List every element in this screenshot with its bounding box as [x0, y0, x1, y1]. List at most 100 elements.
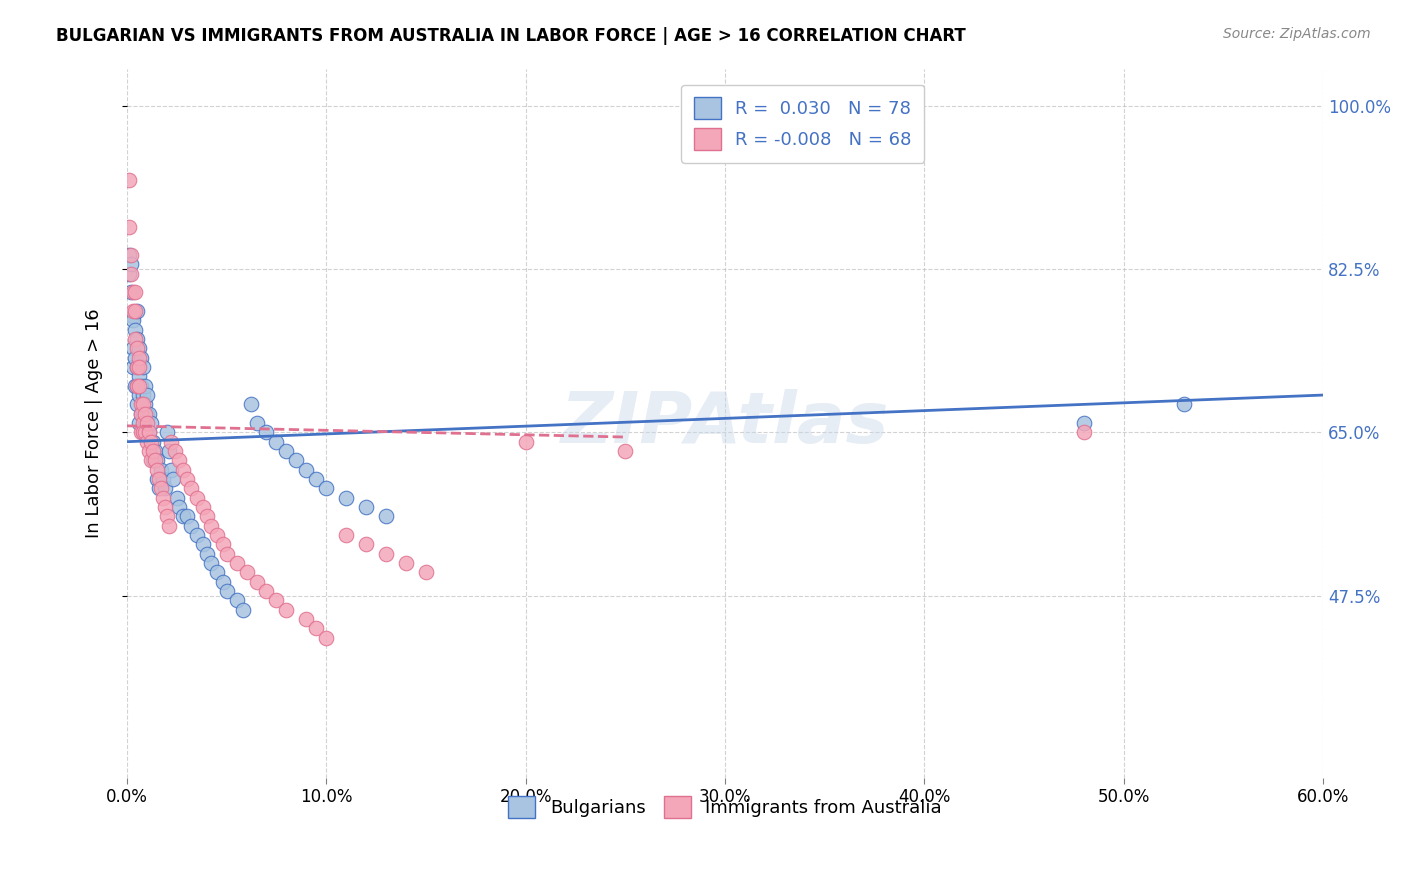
Point	[305, 621, 328, 635]
Point	[256, 584, 278, 599]
Point	[118, 248, 141, 262]
Point	[172, 463, 194, 477]
Point	[186, 528, 208, 542]
Point	[128, 369, 150, 384]
Point	[122, 309, 145, 323]
Point	[245, 574, 267, 589]
Point	[335, 491, 357, 505]
Point	[295, 612, 318, 626]
Point	[195, 509, 218, 524]
Point	[375, 509, 398, 524]
Point	[153, 481, 176, 495]
Point	[276, 602, 298, 616]
Point	[134, 397, 156, 411]
Point	[124, 351, 146, 365]
Point	[135, 388, 157, 402]
Point	[138, 444, 160, 458]
Point	[118, 220, 141, 235]
Point	[128, 388, 150, 402]
Text: Source: ZipAtlas.com: Source: ZipAtlas.com	[1223, 27, 1371, 41]
Point	[200, 518, 222, 533]
Point	[122, 342, 145, 356]
Point	[134, 407, 156, 421]
Point	[146, 472, 169, 486]
Point	[153, 500, 176, 514]
Point	[143, 453, 166, 467]
Point	[135, 425, 157, 440]
Point	[191, 500, 214, 514]
Point	[125, 304, 148, 318]
Point	[157, 444, 180, 458]
Point	[124, 285, 146, 300]
Point	[156, 425, 179, 440]
Point	[124, 378, 146, 392]
Point	[122, 304, 145, 318]
Point	[415, 566, 437, 580]
Point	[266, 593, 288, 607]
Point	[142, 444, 165, 458]
Point	[134, 378, 156, 392]
Point	[134, 416, 156, 430]
Point	[205, 528, 228, 542]
Point	[125, 378, 148, 392]
Point	[149, 463, 172, 477]
Point	[146, 453, 169, 467]
Point	[122, 360, 145, 375]
Point	[129, 407, 152, 421]
Point	[354, 500, 377, 514]
Point	[125, 360, 148, 375]
Point	[215, 547, 238, 561]
Point	[148, 481, 170, 495]
Point	[134, 425, 156, 440]
Point	[135, 407, 157, 421]
Point	[146, 463, 169, 477]
Point	[118, 173, 141, 187]
Point	[186, 491, 208, 505]
Point	[120, 248, 142, 262]
Point	[157, 518, 180, 533]
Point	[129, 378, 152, 392]
Point	[128, 360, 150, 375]
Point	[191, 537, 214, 551]
Y-axis label: In Labor Force | Age > 16: In Labor Force | Age > 16	[86, 309, 103, 538]
Point	[180, 518, 202, 533]
Point	[124, 323, 146, 337]
Point	[163, 444, 186, 458]
Point	[211, 574, 233, 589]
Point	[148, 472, 170, 486]
Text: ZIPAtlas: ZIPAtlas	[561, 389, 889, 458]
Point	[135, 416, 157, 430]
Point	[215, 584, 238, 599]
Point	[159, 434, 181, 449]
Point	[132, 397, 155, 411]
Point	[129, 397, 152, 411]
Point	[120, 285, 142, 300]
Point	[139, 453, 162, 467]
Point	[122, 285, 145, 300]
Point	[132, 425, 155, 440]
Point	[1073, 416, 1095, 430]
Point	[1073, 425, 1095, 440]
Point	[125, 342, 148, 356]
Point	[149, 481, 172, 495]
Point	[211, 537, 233, 551]
Point	[232, 602, 254, 616]
Point	[139, 416, 162, 430]
Point	[200, 556, 222, 570]
Point	[225, 593, 247, 607]
Point	[167, 500, 190, 514]
Point	[129, 351, 152, 365]
Point	[315, 481, 337, 495]
Point	[235, 566, 257, 580]
Point	[172, 509, 194, 524]
Point	[205, 566, 228, 580]
Point	[354, 537, 377, 551]
Point	[132, 388, 155, 402]
Point	[125, 397, 148, 411]
Point	[614, 444, 637, 458]
Point	[132, 416, 155, 430]
Point	[166, 491, 188, 505]
Point	[152, 491, 174, 505]
Point	[128, 342, 150, 356]
Point	[143, 444, 166, 458]
